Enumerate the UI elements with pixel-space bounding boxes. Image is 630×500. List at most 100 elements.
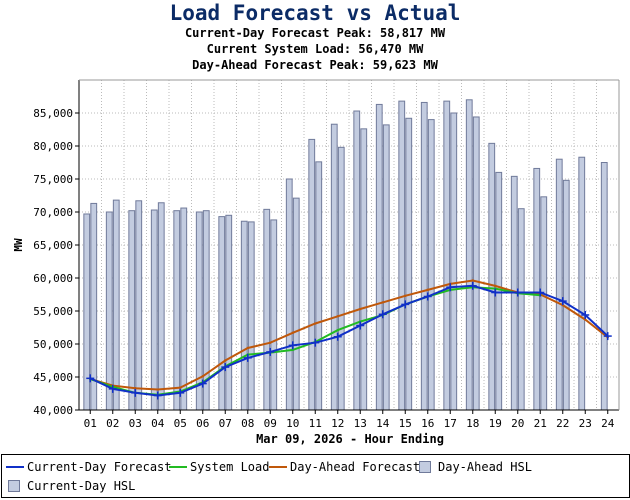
day-ahead-hsl-bar [443, 100, 451, 411]
x-tick-label: 20 [511, 417, 524, 430]
current-day-hsl-bar [157, 202, 165, 411]
day-ahead-hsl-bar [285, 178, 293, 411]
x-tick-label: 01 [84, 417, 97, 430]
current-day-forecast-point [491, 288, 500, 297]
current-day-forecast-point [423, 292, 432, 301]
x-tick-label: 11 [309, 417, 322, 430]
day-ahead-forecast-point [224, 359, 227, 362]
day-ahead-hsl-bar [578, 156, 586, 411]
day-ahead-forecast-point [404, 294, 407, 298]
day-ahead-hsl-bar [353, 110, 361, 411]
x-tick-label: 08 [241, 417, 254, 430]
current-day-forecast-point [536, 288, 545, 297]
day-ahead-hsl-bar [600, 162, 608, 411]
day-ahead-hsl-bar [555, 158, 563, 411]
x-tick-label: 19 [489, 417, 502, 430]
day-ahead-forecast-point [336, 315, 339, 318]
current-day-hsl-bar [517, 208, 525, 411]
y-tick-label: 45,000 [33, 371, 73, 384]
current-day-hsl-bar [292, 197, 300, 411]
day-ahead-hsl-bar [263, 208, 271, 411]
legend-item-current-day-forecast[interactable]: Current-Day Forecast [6, 459, 172, 475]
y-axis-title: MW [12, 238, 25, 252]
day-ahead-hsl-bar [195, 211, 203, 411]
x-tick-label: 05 [174, 417, 187, 430]
current-day-forecast-point [288, 341, 297, 350]
system-load-swatch-icon [169, 460, 187, 474]
current-day-hsl-bar [450, 112, 458, 411]
day-ahead-hsl-bar [218, 216, 226, 411]
day-ahead-hsl-bar [375, 103, 383, 411]
legend-label: Day-Ahead Forecast [290, 460, 421, 474]
current-day-forecast-point [243, 353, 252, 362]
legend: Current-Day Forecast System Load Day-Ahe… [1, 454, 630, 498]
day-ahead-hsl-bar [330, 123, 338, 411]
day-ahead-forecast-point [179, 386, 182, 389]
day-ahead-hsl-bar [83, 213, 91, 411]
current-day-forecast-point [266, 347, 275, 356]
y-tick-label: 85,000 [33, 107, 73, 120]
legend-label: System Load [190, 460, 270, 474]
current-day-hsl-bar [427, 119, 435, 411]
current-day-forecast-point [356, 321, 365, 330]
day-ahead-forecast-point [471, 279, 474, 282]
x-tick-label: 04 [151, 417, 165, 430]
current-day-hsl-bar [382, 124, 390, 411]
legend-label: Current-Day Forecast [27, 460, 172, 474]
day-ahead-hsl-bar [173, 210, 181, 411]
y-tick-label: 80,000 [33, 140, 73, 153]
current-day-hsl-bar [562, 179, 570, 411]
day-ahead-forecast-point [134, 387, 137, 390]
day-ahead-forecast-point [201, 375, 204, 378]
current-day-hsl-bar [360, 128, 368, 411]
current-day-forecast-point [311, 338, 320, 347]
current-system-load: Current System Load: 56,470 MW [206, 42, 424, 56]
day-ahead-hsl-bar [240, 220, 248, 411]
legend-item-current-day-hsl[interactable]: Current-Day HSL [6, 478, 135, 494]
x-tick-label: 22 [556, 417, 569, 430]
chart-plot: 40,000 45,000 50,000 55,000 60,000 65,000 70,0… [12, 79, 620, 446]
day-ahead-forecast-point [426, 288, 429, 292]
current-day-hsl-bar [405, 117, 413, 411]
y-tick-label: 40,000 [33, 404, 73, 417]
x-tick-label: 12 [331, 417, 344, 430]
current-day-hsl-bar [540, 196, 548, 411]
chart-title: Load Forecast vs Actual [169, 1, 461, 25]
series-lines [86, 279, 612, 400]
y-tick-label: 50,000 [33, 338, 73, 351]
day-ahead-forecast-point [381, 301, 384, 304]
legend-bar [419, 461, 431, 473]
y-tick-label: 75,000 [33, 173, 73, 186]
legend-item-system-load[interactable]: System Load [169, 459, 269, 475]
x-tick-label: 09 [264, 417, 277, 430]
legend-line [169, 466, 187, 468]
y-tick-label: 55,000 [33, 305, 73, 318]
legend-item-day-ahead-forecast[interactable]: Day-Ahead Forecast [269, 459, 420, 475]
grid-lines [79, 80, 619, 411]
legend-bar [8, 480, 20, 492]
day-ahead-forecast-point [246, 346, 249, 350]
legend-label: Current-Day HSL [27, 479, 136, 493]
day-ahead-forecast-point [291, 331, 294, 334]
x-tick-label: 15 [399, 417, 412, 430]
legend-item-day-ahead-hsl[interactable]: Day-Ahead HSL [417, 459, 532, 475]
x-tick-label: 18 [466, 417, 479, 430]
y-tick-label: 70,000 [33, 206, 73, 219]
x-tick-label: 16 [421, 417, 434, 430]
day-ahead-hsl-bar [420, 101, 428, 411]
x-tick-label: 07 [219, 417, 232, 430]
x-tick-label: 02 [106, 417, 119, 430]
current-day-forecast-point [378, 310, 387, 319]
current-day-forecast-point [581, 310, 590, 319]
x-tick-label: 23 [579, 417, 592, 430]
current-day-forecast-point [513, 288, 522, 297]
axes: 40,000 45,000 50,000 55,000 60,000 65,000 70,0… [33, 79, 620, 430]
current-day-forecast-point [176, 388, 185, 397]
x-axis-title: Mar 09, 2026 - Hour Ending [256, 432, 444, 446]
current-day-hsl-bar [225, 214, 233, 411]
x-tick-label: 13 [354, 417, 367, 430]
current-day-hsl-bar [180, 207, 188, 411]
current-day-forecast-point [603, 332, 612, 341]
day-ahead-hsl-bar [398, 100, 406, 411]
current-day-forecast-point [401, 300, 410, 309]
